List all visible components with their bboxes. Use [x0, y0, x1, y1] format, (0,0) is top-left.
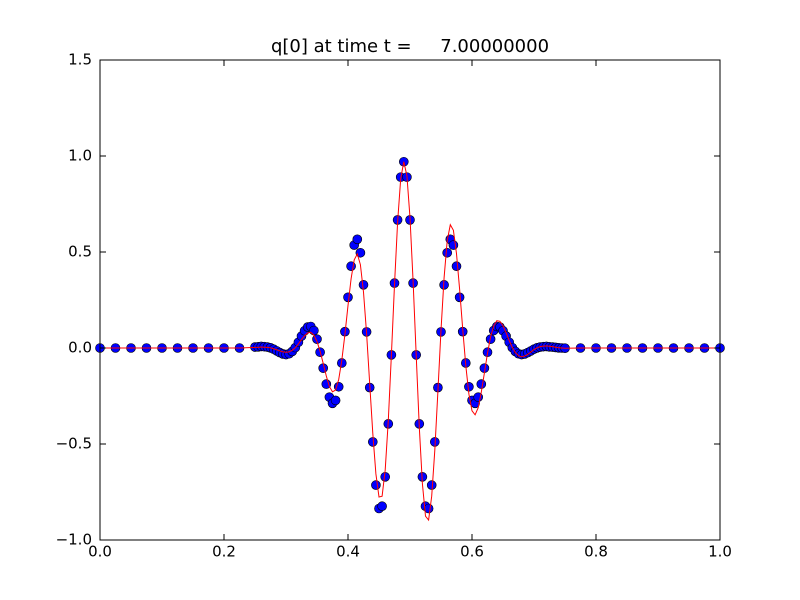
data-point — [346, 261, 356, 272]
y-tick-label: 0.5 — [68, 243, 92, 261]
data-point — [476, 379, 487, 389]
data-point — [309, 325, 319, 336]
data-point — [377, 501, 387, 512]
x-tick-label: 0.0 — [88, 543, 112, 561]
data-point — [371, 480, 381, 490]
data-point — [426, 480, 437, 490]
x-tick-label: 0.4 — [336, 543, 360, 561]
data-point — [442, 247, 453, 258]
x-tick-label: 0.2 — [212, 543, 236, 561]
y-tick-label: −0.5 — [56, 435, 92, 453]
data-point — [451, 261, 462, 272]
data-line — [100, 161, 720, 522]
data-point — [343, 292, 353, 303]
y-tick-label: 0.0 — [68, 339, 92, 357]
data-point — [321, 379, 332, 389]
data-point — [448, 240, 459, 250]
x-tick-label: 1.0 — [708, 543, 732, 561]
data-point — [333, 381, 344, 392]
x-tick-label: 0.8 — [584, 543, 608, 561]
chart-title: q[0] at time t = 7.00000000 — [271, 36, 549, 57]
plot-area — [95, 156, 725, 522]
y-tick-label: 1.0 — [68, 147, 92, 165]
x-tick-label: 0.6 — [460, 543, 484, 561]
y-tick-label: −1.0 — [56, 531, 92, 549]
data-point — [352, 234, 363, 245]
y-tick-label: 1.5 — [68, 51, 92, 69]
axes-frame — [99, 59, 721, 541]
data-point — [330, 395, 341, 406]
data-point — [355, 247, 366, 258]
